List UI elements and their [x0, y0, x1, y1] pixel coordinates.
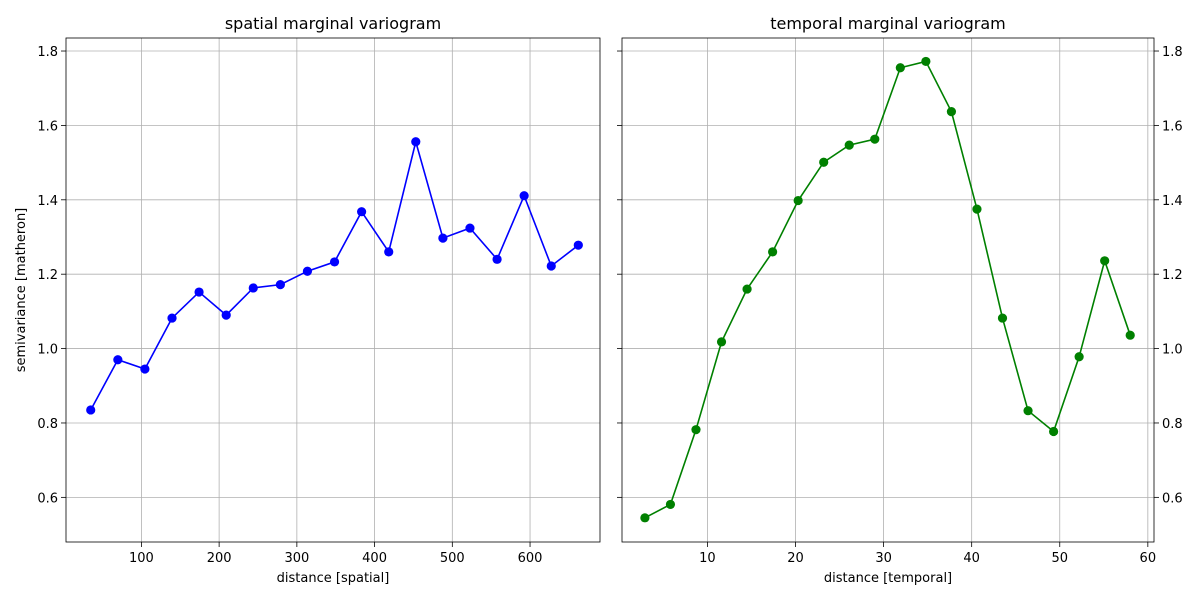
- spatial-y-tick-label: 1.2: [37, 268, 58, 283]
- temporal-y-tick-label: 0.8: [1162, 417, 1183, 432]
- temporal-data-point: [691, 425, 701, 435]
- temporal-data-point: [819, 157, 829, 167]
- spatial-x-tick-label: 400: [362, 551, 387, 566]
- spatial-x-tick-label: 100: [129, 551, 154, 566]
- temporal-data-point: [742, 284, 752, 294]
- spatial-variogram-panel: 100 200 300 400 500 600 0.6 0.8 1.0 1.2 1.4 1.6 1.8…: [14, 14, 601, 586]
- spatial-data-point: [573, 240, 583, 250]
- spatial-data-point: [411, 137, 421, 147]
- temporal-x-tick-label: 30: [875, 551, 892, 566]
- spatial-x-tick-label: 300: [284, 551, 309, 566]
- temporal-variogram-panel: 10 20 30 40 50 60 0.6 0.8 1.0 1.2 1.4 1.6 1.8 tempo…: [617, 14, 1183, 586]
- temporal-series-line: [644, 60, 1131, 519]
- temporal-x-tick-label: 10: [699, 551, 716, 566]
- spatial-plot-frame: [65, 37, 601, 543]
- spatial-data-point: [357, 207, 367, 217]
- spatial-x-tick-label: 500: [440, 551, 465, 566]
- spatial-data-point: [302, 266, 313, 276]
- temporal-data-point: [870, 134, 880, 144]
- temporal-data-point: [1048, 426, 1059, 437]
- spatial-x-axis-label: distance [spatial]: [277, 571, 390, 586]
- spatial-x-tick-label: 600: [518, 551, 543, 566]
- spatial-data-point: [275, 280, 285, 290]
- spatial-data-point: [248, 283, 258, 293]
- spatial-chart-title: spatial marginal variogram: [225, 14, 441, 33]
- temporal-data-point: [640, 513, 650, 523]
- spatial-y-tick-label: 1.6: [37, 119, 58, 134]
- spatial-data-point: [438, 233, 448, 243]
- temporal-chart-title: temporal marginal variogram: [770, 14, 1006, 33]
- spatial-data-point: [113, 355, 123, 365]
- temporal-data-point: [946, 107, 957, 117]
- temporal-y-tick-label: 1.0: [1162, 343, 1183, 358]
- spatial-data-point: [519, 191, 529, 201]
- temporal-data-point: [1074, 352, 1084, 362]
- temporal-data-point: [972, 204, 982, 214]
- spatial-data-point: [167, 313, 177, 323]
- spatial-data-point: [546, 261, 556, 271]
- spatial-data-point: [492, 254, 502, 264]
- spatial-y-tick-label: 1.0: [37, 343, 58, 358]
- temporal-x-tick-label: 60: [1140, 551, 1157, 566]
- spatial-x-tick-label: 200: [207, 551, 232, 566]
- spatial-data-point: [329, 257, 340, 267]
- temporal-x-tick-label: 40: [963, 551, 980, 566]
- temporal-y-tick-label: 1.6: [1162, 119, 1183, 134]
- temporal-y-tick-label: 1.8: [1162, 45, 1183, 60]
- temporal-data-point: [768, 247, 778, 257]
- temporal-data-point: [716, 337, 727, 347]
- spatial-y-tick-label: 0.6: [37, 491, 58, 506]
- temporal-data-point: [1023, 406, 1033, 416]
- spatial-data-point: [194, 287, 204, 297]
- temporal-data-point: [665, 499, 676, 510]
- temporal-data-point: [895, 63, 905, 73]
- spatial-data-point: [465, 223, 475, 233]
- temporal-data-point: [997, 313, 1008, 323]
- temporal-x-tick-label: 20: [787, 551, 804, 566]
- spatial-data-point: [221, 310, 231, 320]
- spatial-series-line: [90, 138, 579, 411]
- temporal-x-axis-label: distance [temporal]: [824, 571, 952, 586]
- spatial-data-point: [384, 247, 394, 257]
- spatial-y-tick-label: 0.8: [37, 417, 58, 432]
- temporal-data-point: [793, 195, 803, 206]
- temporal-data-point: [1125, 330, 1135, 340]
- spatial-y-tick-label: 1.4: [37, 194, 58, 209]
- temporal-data-point: [921, 56, 931, 67]
- spatial-y-tick-label: 1.8: [37, 45, 58, 60]
- temporal-y-tick-label: 0.6: [1162, 491, 1183, 506]
- temporal-x-tick-label: 50: [1051, 551, 1068, 566]
- spatial-y-axis-label: semivariance [matheron]: [14, 208, 29, 373]
- spatial-data-point: [86, 405, 96, 415]
- spatial-data-point: [140, 364, 150, 374]
- temporal-data-point: [1100, 256, 1110, 266]
- temporal-plot-frame: [621, 37, 1155, 543]
- temporal-y-tick-label: 1.4: [1162, 194, 1183, 209]
- temporal-data-point: [844, 140, 854, 150]
- temporal-y-tick-label: 1.2: [1162, 268, 1183, 283]
